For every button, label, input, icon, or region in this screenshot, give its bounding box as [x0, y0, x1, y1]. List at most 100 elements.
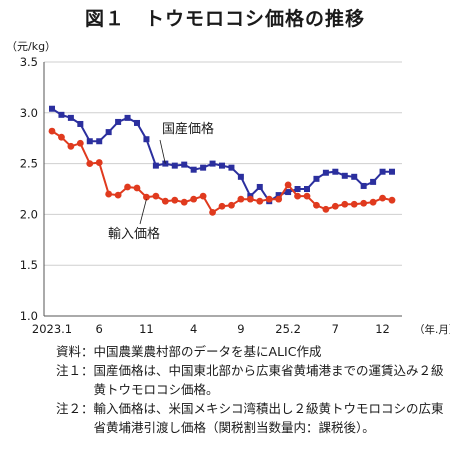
- data-point-import: [152, 192, 160, 200]
- data-point-domestic: [171, 162, 178, 169]
- x-tick-label: 25.2: [275, 322, 301, 336]
- data-point-import: [350, 200, 358, 208]
- data-point-domestic: [115, 118, 122, 125]
- data-point-import: [228, 201, 235, 209]
- data-point-import: [199, 192, 207, 200]
- x-tick-label: 2023.1: [32, 322, 72, 336]
- data-point-import: [275, 195, 283, 203]
- data-point-domestic: [285, 189, 292, 196]
- data-point-import: [313, 201, 320, 209]
- import-leader-line: [139, 199, 147, 225]
- series-label-domestic: 国産価格: [162, 121, 214, 137]
- domestic-leader-line: [159, 139, 166, 164]
- note-source-body: 中国農業農村部のデータを基にALIC作成: [93, 344, 322, 359]
- data-point-domestic: [152, 162, 159, 169]
- x-tick-label: 11: [139, 322, 154, 336]
- data-point-import: [237, 195, 245, 203]
- data-point-domestic: [77, 120, 84, 127]
- data-point-domestic: [294, 186, 301, 192]
- data-point-import: [180, 198, 188, 206]
- data-point-import: [246, 195, 254, 203]
- data-point-domestic: [304, 186, 310, 192]
- chart-notes: 資料： 中国農業農村部のデータを基にALIC作成 注１： 国産価格は、中国東北部…: [56, 342, 448, 437]
- y-tick-label: 3.0: [20, 106, 38, 120]
- data-point-domestic: [209, 160, 216, 167]
- data-point-import: [58, 133, 65, 141]
- data-point-domestic: [275, 192, 282, 199]
- y-tick-label: 3.5: [20, 55, 38, 69]
- data-point-domestic: [351, 173, 358, 180]
- data-point-domestic: [389, 168, 395, 175]
- y-tick-label: 2.5: [20, 157, 38, 171]
- data-point-import: [171, 196, 179, 204]
- data-point-domestic: [360, 182, 367, 189]
- data-point-domestic: [181, 161, 188, 168]
- data-point-import: [265, 195, 273, 203]
- data-point-import: [133, 184, 141, 192]
- data-point-import: [322, 205, 330, 213]
- data-point-domestic: [86, 138, 93, 145]
- note-1: 注１： 国産価格は、中国東北部から広東省黄埔港までの運賃込み２級黄トウモロコシ価…: [56, 361, 448, 399]
- data-point-import: [360, 199, 368, 207]
- data-point-import: [379, 194, 386, 202]
- data-point-import: [190, 195, 198, 203]
- data-point-import: [95, 159, 103, 166]
- data-point-import: [67, 142, 75, 150]
- y-tick-label: 1.5: [20, 258, 38, 272]
- data-point-import: [105, 190, 113, 198]
- note-source: 資料： 中国農業農村部のデータを基にALIC作成: [56, 342, 448, 361]
- data-point-import: [294, 192, 301, 200]
- x-tick-label: 6: [96, 322, 103, 336]
- data-point-import: [284, 181, 292, 189]
- series-label-import: 輸入価格: [108, 226, 160, 242]
- note-2-body: 輸入価格は、米国メキシコ湾積出し２級黄トウモロコシの広東省黄埔港引渡し価格（関税…: [93, 401, 444, 435]
- data-point-domestic: [228, 164, 235, 171]
- data-point-domestic: [105, 129, 112, 136]
- data-point-import: [124, 183, 131, 191]
- data-point-domestic: [379, 168, 386, 175]
- data-point-domestic: [237, 173, 244, 180]
- x-tick-label: 4: [190, 322, 197, 336]
- data-point-domestic: [58, 111, 65, 118]
- data-point-domestic: [49, 105, 55, 112]
- note-2-head: 注２：: [56, 401, 94, 416]
- data-point-import: [303, 192, 311, 200]
- data-point-domestic: [322, 169, 329, 176]
- data-point-import: [256, 197, 264, 205]
- data-point-import: [143, 193, 150, 201]
- data-point-import: [76, 139, 84, 147]
- series-line-2: [51, 130, 393, 214]
- data-point-domestic: [219, 162, 225, 169]
- y-tick-label: 2.0: [20, 207, 38, 221]
- note-2: 注２： 輸入価格は、米国メキシコ湾積出し２級黄トウモロコシの広東省黄埔港引渡し価…: [56, 399, 448, 437]
- data-point-domestic: [332, 168, 339, 175]
- data-point-domestic: [190, 166, 197, 173]
- data-point-import: [369, 198, 377, 206]
- data-point-import: [48, 127, 56, 135]
- x-tick-label: 12: [375, 322, 390, 336]
- data-point-domestic: [124, 114, 131, 121]
- data-point-domestic: [313, 175, 320, 182]
- data-point-import: [161, 197, 169, 205]
- data-point-import: [86, 160, 94, 168]
- data-point-domestic: [134, 119, 140, 126]
- data-point-domestic: [256, 183, 263, 190]
- x-tick-label: 9: [237, 322, 244, 336]
- data-point-domestic: [370, 178, 377, 185]
- data-point-import: [341, 200, 349, 208]
- line-chart: 1.0 1.5 2.0 2.5 3.0 3.5 （元/kg） 2023.1 6 11 4 9 25.2 7…: [6, 40, 450, 336]
- data-point-domestic: [341, 172, 348, 179]
- x-tick-label: 7: [332, 322, 339, 336]
- y-axis-label: （元/kg）: [6, 40, 56, 53]
- data-point-domestic: [200, 164, 207, 171]
- data-point-import: [114, 191, 122, 199]
- data-point-domestic: [67, 114, 74, 121]
- note-1-head: 注１：: [56, 363, 94, 378]
- data-point-import: [218, 202, 226, 210]
- note-1-body: 国産価格は、中国東北部から広東省黄埔港までの運賃込み２級黄トウモロコシ価格。: [93, 363, 444, 397]
- y-tick-label: 1.0: [20, 309, 38, 323]
- data-point-domestic: [143, 136, 150, 143]
- note-source-head: 資料：: [56, 344, 94, 359]
- series-line-1: [51, 107, 392, 203]
- chart-title: 図１ トウモロコシ価格の推移: [84, 8, 365, 30]
